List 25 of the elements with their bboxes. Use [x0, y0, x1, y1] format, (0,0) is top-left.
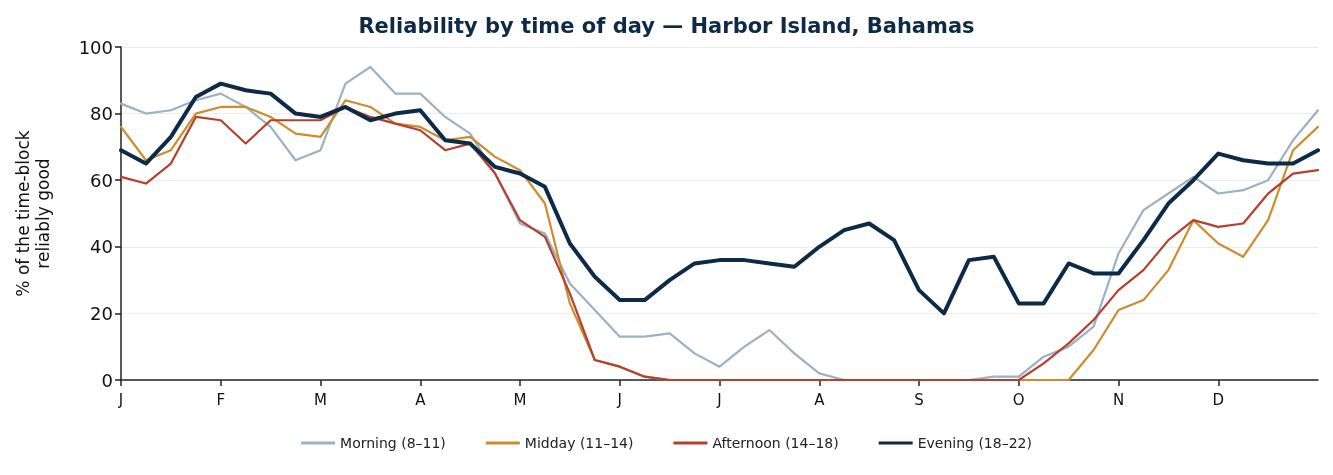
- x-tick-label: M: [314, 390, 327, 409]
- x-tick-label: J: [716, 390, 722, 409]
- y-tick-label: 80: [90, 103, 113, 125]
- y-tick-label: 20: [90, 302, 113, 324]
- x-tick-label: A: [814, 390, 826, 409]
- y-tick-label: 100: [78, 36, 113, 58]
- x-tick-label: A: [415, 390, 427, 409]
- line-series: [119, 81, 1320, 316]
- legend-label: Afternoon (14–18): [712, 435, 839, 451]
- legend-label: Morning (8–11): [340, 435, 446, 451]
- x-tick-label: N: [1112, 390, 1125, 409]
- y-tick-label: 40: [90, 236, 113, 258]
- legend-label: Midday (11–14): [524, 435, 634, 451]
- y-tick-label: 0: [101, 369, 113, 391]
- y-axis-title: % of the time-block reliably good: [13, 130, 53, 297]
- x-tick-label: O: [1012, 390, 1025, 409]
- y-tick-label: 60: [90, 169, 113, 191]
- x-tick-label: D: [1212, 390, 1225, 409]
- x-tick-label: J: [117, 390, 124, 409]
- x-tick-label: M: [513, 390, 527, 409]
- x-tick-label: J: [616, 390, 622, 409]
- x-tick-label: F: [216, 390, 226, 409]
- x-tick-label: S: [914, 390, 924, 409]
- legend-label: Evening (18–22): [917, 435, 1032, 451]
- chart-title: Reliability by time of day — Harbor Island, Bahamas: [358, 13, 975, 38]
